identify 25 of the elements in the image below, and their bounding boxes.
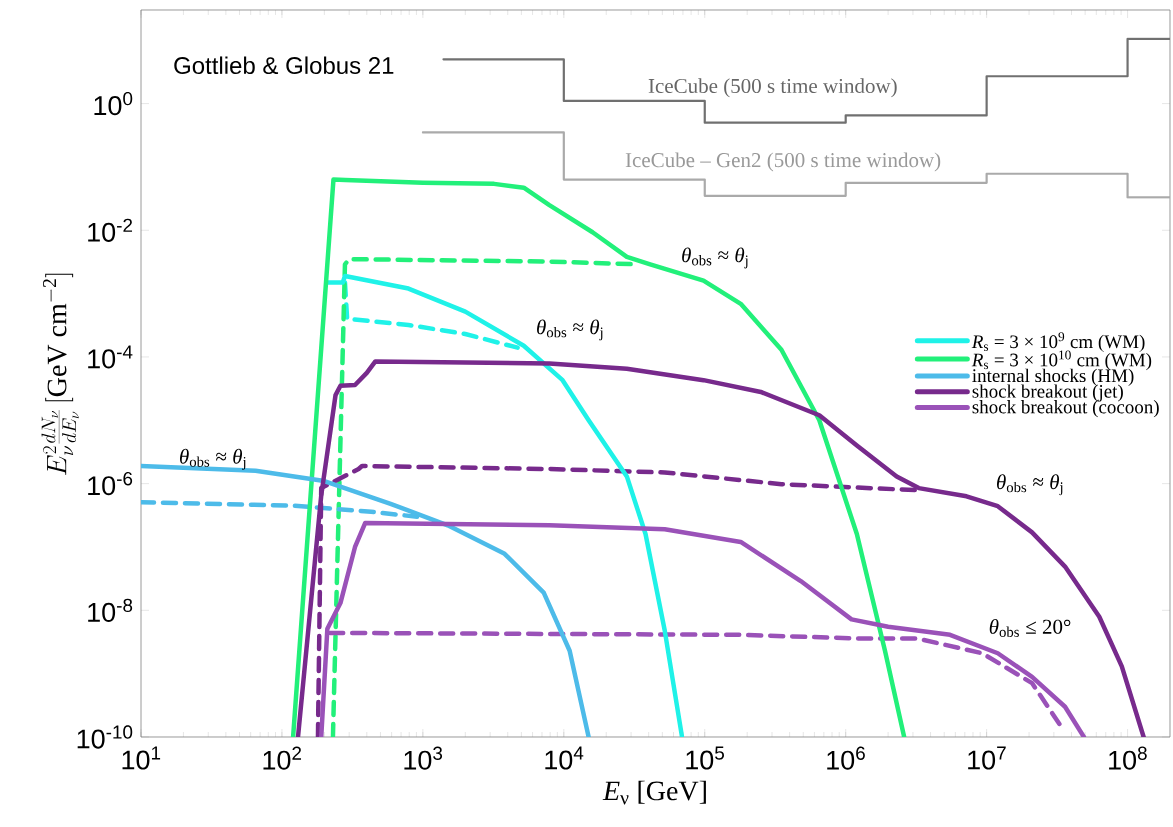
x-tick-label: 10$^{8}$	[1109, 746, 1147, 770]
x-tick-label: 10$^{1}$	[122, 746, 161, 770]
annotation: θ$_{obs}$ ≈ θ$_{j}$	[179, 448, 246, 470]
x-tick-label: 10$^{3}$	[404, 746, 443, 770]
y-tick-label: 10$^{0}$	[94, 91, 133, 116]
x-tick-label: 10$^{7}$	[968, 746, 1006, 770]
annotation: θ$_{obs}$ ≈ θ$_{j}$	[537, 319, 603, 341]
annotation: IceCube (500 s time window)	[648, 78, 897, 98]
x-tick-label: 10$^{5}$	[686, 746, 724, 770]
x-tick-label: 10$^{2}$	[263, 746, 302, 770]
y-tick-label: 10$^{-2}$	[88, 218, 133, 242]
y-tick-label: 10$^{-8}$	[88, 598, 133, 622]
annotation: θ$_{obs}$ ≈ θ$_{j}$	[996, 474, 1063, 496]
annotation: IceCube – Gen2 (500 s time window)	[625, 152, 941, 172]
y-axis-title: $E_\nu^2\frac{dN_\nu}{dE_\nu}\,[\mathrm{GeV\ cm^{-2}}]$	[41, 273, 79, 476]
x-tick-label: 10$^{4}$	[545, 746, 584, 770]
x-axis-title: E$_{ν}$ [GeV]	[602, 780, 706, 805]
y-tick-label: 10$^{-6}$	[88, 472, 133, 496]
annotation: θ$_{obs}$ ≈ θ$_{j}$	[682, 247, 748, 269]
legend-label: shock breakout (cocoon)	[972, 400, 1159, 418]
annotation: Gottlieb & Globus 21	[174, 56, 394, 75]
annotation: θ$_{obs}$ ≤ 20°	[989, 618, 1071, 637]
y-tick-label: 10$^{-4}$	[88, 345, 133, 369]
y-tick-label: 10$^{-10}$	[77, 725, 133, 749]
x-tick-label: 10$^{6}$	[827, 746, 865, 770]
